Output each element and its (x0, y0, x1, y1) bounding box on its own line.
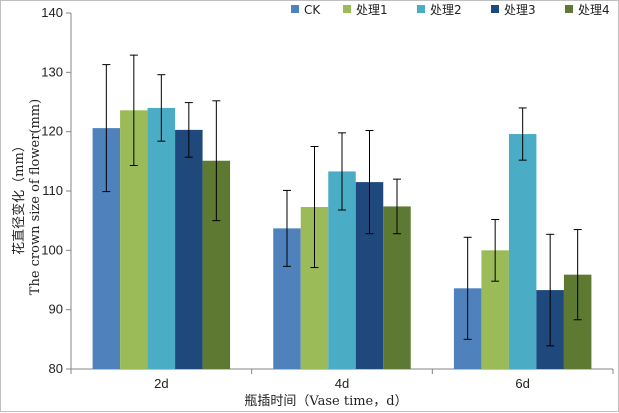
x-tick-label: 2d (154, 376, 168, 391)
bar (508, 134, 537, 369)
y-tick-label: 140 (41, 5, 63, 20)
y-tick-label: 90 (49, 302, 63, 317)
y-tick-label: 100 (41, 242, 63, 257)
x-tick-label: 4d (335, 376, 349, 391)
legend-label: 处理1 (356, 3, 388, 17)
y-axis-title-cn: 花直径变化（mm） (11, 139, 27, 255)
bar (175, 129, 203, 369)
legend-label: CK (304, 3, 321, 17)
legend-swatch (565, 5, 573, 13)
error-bars (102, 54, 582, 347)
x-axis: 2d 4d 6d (70, 368, 614, 391)
legend: CK 处理1 处理2 处理3 处理4 (291, 3, 610, 17)
y-tick-label: 120 (41, 124, 63, 139)
bars (92, 107, 592, 369)
x-axis-title: 瓶插时间（Vase time，d） (244, 394, 407, 409)
bar (147, 107, 176, 369)
y-tick-label: 110 (42, 183, 63, 198)
legend-swatch (343, 5, 351, 13)
y-axis: 80 90 100 110 120 130 140 (41, 5, 72, 376)
legend-label: 处理4 (578, 3, 610, 17)
legend-label: 处理2 (430, 3, 462, 17)
y-axis-title: 花直径变化（mm） The crown size of flower(mm) (11, 99, 43, 295)
y-tick-label: 80 (49, 361, 63, 376)
y-axis-title-en: The crown size of flower(mm) (28, 99, 43, 295)
legend-swatch (417, 5, 425, 13)
legend-label: 处理3 (504, 3, 536, 17)
y-tick-label: 130 (41, 64, 63, 79)
x-tick-label: 6d (515, 376, 529, 391)
legend-swatch (491, 5, 499, 13)
legend-swatch (291, 5, 299, 13)
